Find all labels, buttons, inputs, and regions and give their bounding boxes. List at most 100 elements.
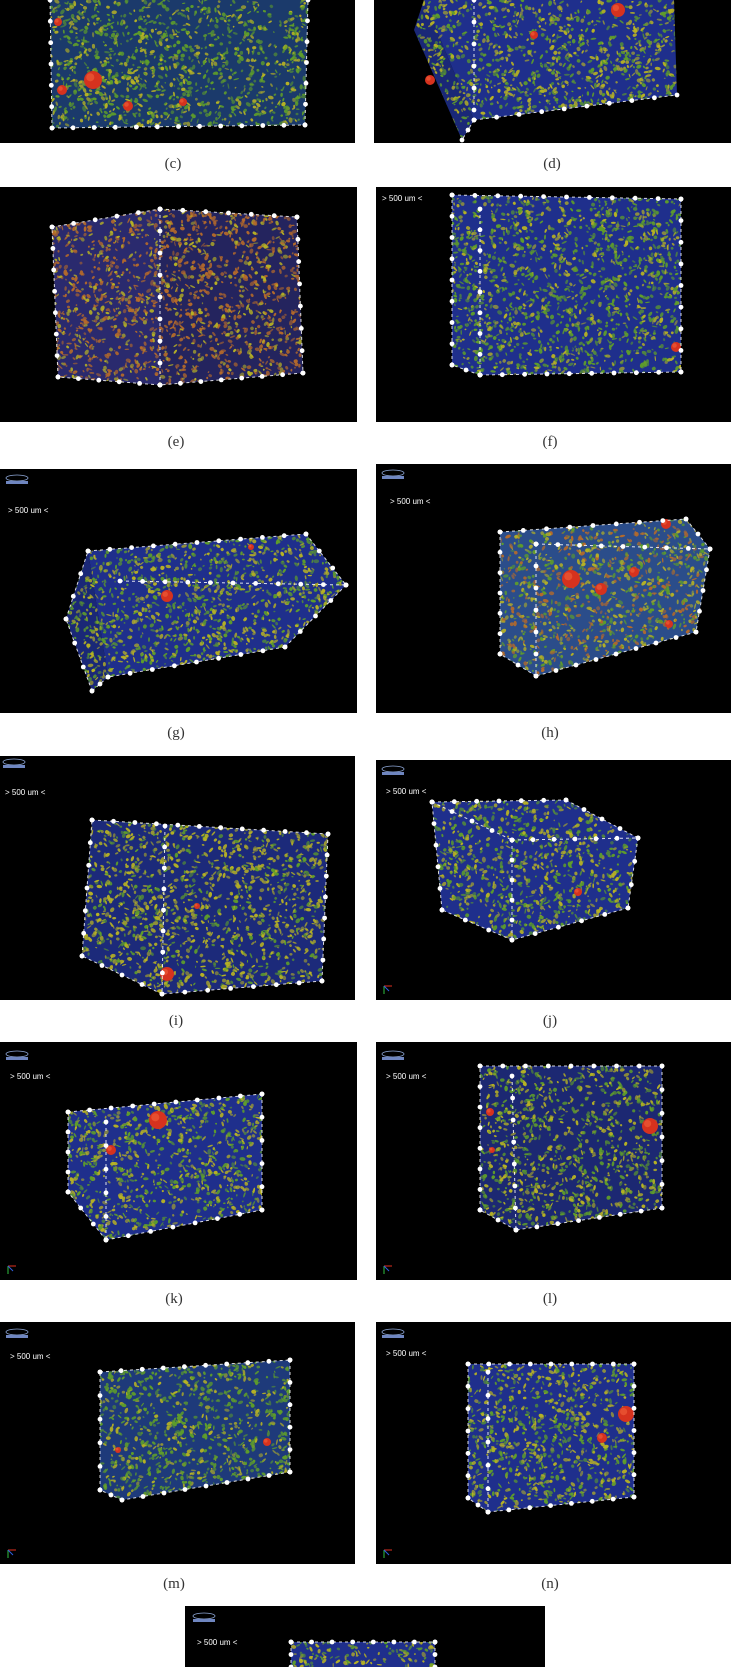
inclusion-particle [574,888,582,896]
edge-marker [48,40,54,46]
edge-marker [590,523,596,528]
edge-marker [485,1369,491,1375]
edge-marker [527,1505,533,1511]
edge-marker [533,651,539,657]
edge-marker [49,104,55,110]
edge-marker [471,117,477,123]
edge-marker [581,807,587,812]
edge-marker [71,221,76,226]
edge-marker [295,236,301,242]
edge-marker [477,1063,483,1069]
edge-marker [471,0,477,3]
panel-h-caption: (h) [541,725,559,741]
inclusion-particle [84,71,102,89]
edge-marker [462,917,468,923]
edge-marker [287,1357,293,1363]
panel-c-caption: (c) [164,156,182,172]
inclusion-particle [425,75,435,85]
edge-marker [182,989,188,995]
panel-m-image: > 500 um < [0,1322,355,1564]
edge-marker [303,531,309,537]
panel-n-caption: (n) [541,1576,559,1592]
edge-marker [304,39,310,45]
edge-marker [494,114,499,120]
edge-marker [97,681,103,687]
edge-marker [175,822,181,828]
edge-marker [230,580,236,586]
edge-marker [509,937,515,943]
edge-marker [602,912,608,917]
edge-marker [63,616,69,622]
axis-triad [383,1549,392,1558]
edge-marker [92,217,98,223]
edge-marker [391,1639,397,1645]
edge-marker [70,593,76,599]
edge-marker [495,193,501,199]
edge-marker [239,826,245,832]
edge-marker [572,836,578,842]
edge-marker [548,1503,553,1508]
volume-texture [468,1364,634,1512]
edge-marker [324,852,330,858]
edge-marker [87,1107,92,1113]
bounding-box-edge [461,119,475,141]
edge-marker [449,192,455,198]
panel-f-scale-label: > 500 um < [382,194,423,203]
bounding-box-edge [67,1093,263,1113]
edge-marker [518,193,524,199]
edge-marker [599,816,605,822]
edge-marker [523,1063,528,1069]
edge-marker [678,218,684,223]
edge-marker [330,565,336,571]
edge-marker [205,987,211,993]
panel-j-volume [383,797,641,994]
edge-marker [161,886,167,892]
edge-marker [89,688,95,694]
edge-marker [553,668,559,673]
edge-marker [513,1227,519,1233]
edge-marker [90,1221,96,1227]
edge-marker [297,629,303,634]
edge-marker [555,1221,561,1227]
edge-marker [50,246,56,251]
inclusion-particle [123,101,133,111]
panel-i-logo [1,758,27,770]
edge-marker [449,256,455,262]
edge-marker [449,341,455,347]
edge-marker [48,82,54,88]
edge-marker [614,1063,619,1069]
edge-marker [107,546,113,552]
edge-marker [129,545,135,550]
edge-marker [304,60,309,65]
edge-marker [103,1119,109,1125]
edge-marker [533,673,539,679]
edge-marker [157,338,163,344]
inclusion-particle [179,98,187,106]
edge-marker [203,1483,209,1489]
edge-marker [103,1143,109,1148]
edge-marker [298,581,304,587]
edge-marker [226,210,231,216]
panel-j-caption: (j) [542,1013,558,1029]
volume-texture [291,1642,435,1667]
edge-marker [162,579,168,585]
edge-marker [509,857,515,863]
edge-marker [303,101,308,107]
edge-marker [119,1497,125,1503]
edge-marker [700,588,706,593]
edge-marker [610,1496,616,1502]
edge-marker [659,1087,665,1093]
edge-marker [151,543,156,549]
panel-j-image: > 500 um < [376,760,731,1000]
edge-marker [157,272,163,278]
edge-marker [704,567,709,573]
edge-marker [465,1495,471,1501]
panel-m-volume [7,1357,293,1558]
edge-marker [617,1211,623,1217]
bounding-box-edge [99,1359,291,1373]
panel-k-image: > 500 um < [0,1042,357,1280]
edge-marker [182,1364,187,1370]
bounding-box-edge [431,801,443,911]
edge-marker [617,826,623,831]
edge-marker [313,613,318,619]
